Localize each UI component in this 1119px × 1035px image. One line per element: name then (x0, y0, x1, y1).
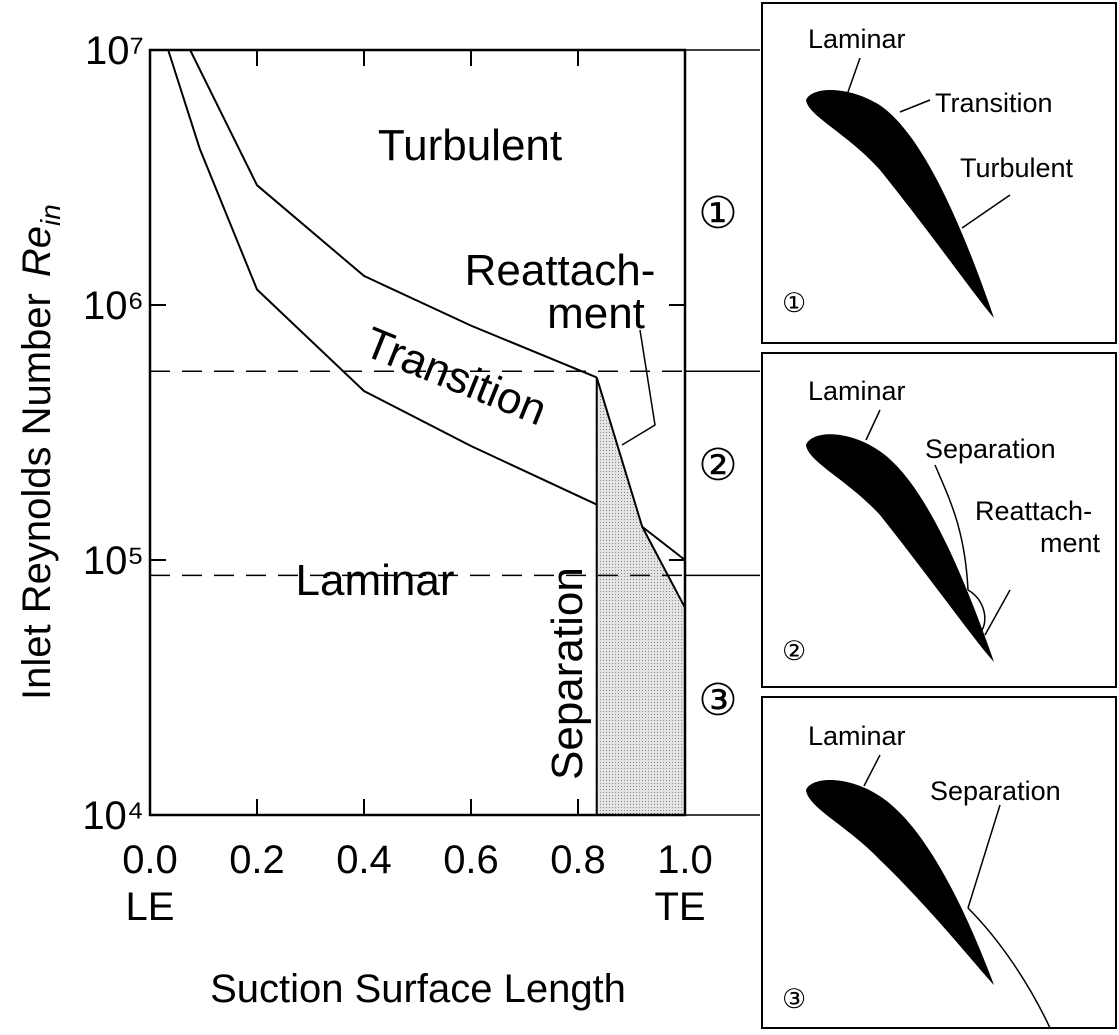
panel-arrows (847, 57, 1051, 1029)
boundary-line (189, 49, 598, 379)
region-label: Reattach- (465, 246, 656, 295)
region-label: ③ (698, 676, 737, 725)
x-tick-label: 1.0 (657, 838, 713, 882)
region-label: Transition (357, 318, 553, 435)
boundary-line (641, 525, 686, 561)
region-label: ① (698, 189, 737, 238)
panel-label: Turbulent (960, 153, 1074, 183)
blades (806, 89, 994, 985)
y-axis-subscript: in (35, 204, 66, 226)
x-end-label: LE (126, 885, 175, 929)
x-axis-title: Suction Surface Length (210, 967, 626, 1011)
region-label: Laminar (296, 556, 455, 605)
y-tick-label: 10⁷ (85, 29, 144, 73)
panel-frames (761, 2, 1117, 1029)
reattachment-arrow (621, 329, 656, 446)
region-label: Separation (543, 567, 592, 780)
panel-label: Reattach- (975, 496, 1092, 526)
x-tick-label: 0.4 (336, 838, 392, 882)
panel-label: Laminar (808, 376, 906, 406)
separation-region (596, 377, 685, 815)
y-axis-symbol: Re (15, 226, 59, 277)
x-end-label: TE (654, 885, 705, 929)
panel-label: Separation (930, 776, 1061, 806)
y-tick-label: 10⁴ (82, 794, 144, 838)
panel-label: Transition (935, 88, 1053, 118)
region-label: ② (698, 441, 737, 490)
x-tick-label: 0.8 (550, 838, 606, 882)
panel-label: Separation (925, 434, 1056, 464)
x-tick-label: 0.6 (443, 838, 499, 882)
y-tick-label: 10⁵ (83, 539, 144, 583)
x-tick-label: 0.0 (122, 838, 178, 882)
panel-number: ② (782, 636, 806, 666)
y-axis-title: Inlet Reynolds Number Rein (15, 204, 66, 700)
plot-frame (148, 48, 687, 817)
region-label: Turbulent (378, 121, 562, 170)
panel-label: ment (1040, 528, 1101, 558)
x-tick-label: 0.2 (229, 838, 285, 882)
panel-labels: Laminar Transition Turbulent ① Laminar S… (782, 24, 1101, 1014)
panel-number: ③ (782, 984, 806, 1014)
y-axis-title-text: Inlet Reynolds Number (15, 293, 59, 700)
y-tick-label: 10⁶ (83, 284, 144, 328)
panel-label: Laminar (808, 721, 906, 751)
boundary-line (167, 49, 598, 506)
panel-number: ① (782, 288, 806, 318)
panel-label: Laminar (808, 24, 906, 54)
region-label: ment (547, 289, 645, 338)
